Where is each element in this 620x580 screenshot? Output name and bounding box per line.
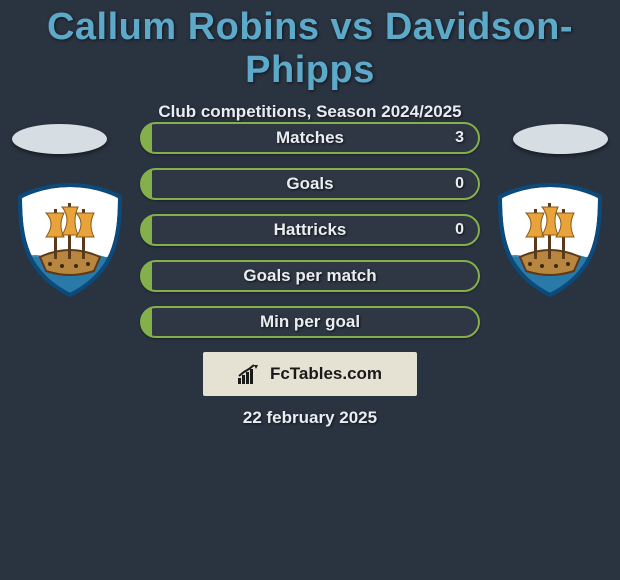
page-title: Callum Robins vs Davidson-Phipps: [0, 0, 620, 92]
stat-bar-value: 0: [455, 170, 464, 198]
stat-bar: Min per goal: [140, 306, 480, 338]
footer-date: 22 february 2025: [0, 408, 620, 428]
stat-bar: Hattricks0: [140, 214, 480, 246]
stat-bar-label: Matches: [142, 124, 478, 152]
stat-bar-value: 0: [455, 216, 464, 244]
stat-bar-value: 3: [455, 124, 464, 152]
page-subtitle: Club competitions, Season 2024/2025: [0, 102, 620, 122]
stat-bar: Goals per match: [140, 260, 480, 292]
brand-logo-icon: [238, 364, 264, 384]
stat-bar-label: Hattricks: [142, 216, 478, 244]
stats-bars: Matches3Goals0Hattricks0Goals per matchM…: [140, 122, 480, 352]
stat-bar: Goals0: [140, 168, 480, 200]
stat-bar: Matches3: [140, 122, 480, 154]
brand-box: FcTables.com: [203, 352, 417, 396]
club-crest-right: [490, 179, 610, 299]
player-left-placeholder: [12, 124, 107, 154]
stat-bar-label: Goals: [142, 170, 478, 198]
club-crest-left: [10, 179, 130, 299]
stat-bar-label: Goals per match: [142, 262, 478, 290]
brand-text: FcTables.com: [270, 364, 382, 384]
stat-bar-label: Min per goal: [142, 308, 478, 336]
player-right-placeholder: [513, 124, 608, 154]
